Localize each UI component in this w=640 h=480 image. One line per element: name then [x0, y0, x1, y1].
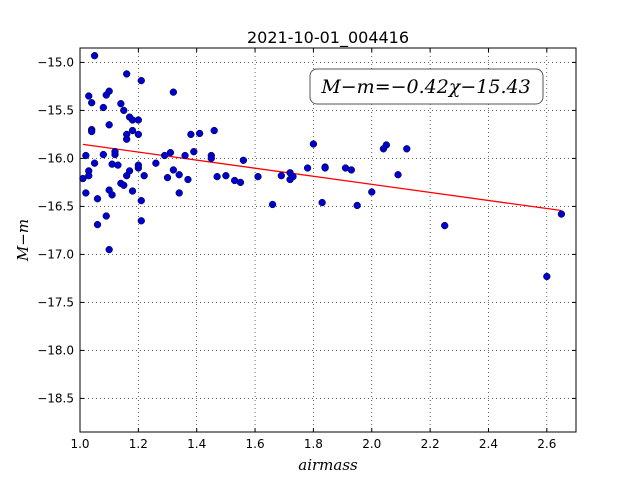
data-point: [210, 126, 218, 135]
y-tick-label: −17.5: [37, 295, 74, 309]
x-tick-label: 1.2: [129, 437, 148, 451]
data-point: [318, 198, 326, 207]
data-point: [190, 148, 198, 156]
data-point: [166, 148, 175, 157]
x-axis: 1.0 1.2 1.4 1.6 1.8 2.0 2.2 2.4 2.6: [70, 48, 556, 451]
data-point: [120, 106, 128, 115]
annotation-text: M−m=−0.42χ−15.43: [320, 76, 530, 98]
data-point: [543, 272, 551, 281]
data-point: [321, 164, 329, 172]
y-axis-label: M−m: [14, 219, 32, 262]
data-point: [137, 76, 145, 85]
y-axis: −15.0 −15.5 −16.0 −16.5 −17.0 −17.5 −18.0 −18.5: [37, 55, 576, 405]
data-point: [111, 148, 119, 156]
x-tick-label: 2.0: [362, 437, 381, 451]
data-point: [125, 167, 134, 175]
data-point: [368, 188, 376, 196]
x-axis-label: airmass: [298, 456, 358, 474]
data-point: [88, 99, 96, 107]
data-point: [114, 161, 122, 169]
data-point: [137, 217, 145, 225]
data-point: [85, 172, 93, 180]
x-tick-label: 1.8: [304, 437, 323, 451]
data-point: [137, 196, 145, 205]
data-point: [303, 164, 312, 172]
data-point: [175, 171, 183, 179]
data-point: [309, 140, 318, 148]
data-point: [108, 191, 116, 199]
data-point: [184, 175, 192, 184]
data-point: [140, 172, 148, 180]
data-point: [169, 166, 178, 174]
data-point: [105, 245, 113, 254]
y-tick-label: −15.0: [37, 55, 74, 69]
data-point: [289, 172, 297, 181]
data-point: [90, 52, 99, 60]
points-layer: [79, 52, 566, 281]
data-point: [213, 172, 221, 181]
data-point: [82, 189, 90, 197]
data-point: [82, 151, 90, 160]
data-point: [175, 189, 183, 197]
data-point: [353, 201, 361, 210]
data-point: [403, 145, 411, 153]
data-point: [123, 70, 131, 78]
data-point: [134, 130, 143, 139]
data-point: [222, 172, 230, 180]
data-point: [441, 221, 449, 230]
data-point: [207, 154, 215, 163]
data-point: [163, 173, 172, 182]
data-point: [102, 212, 110, 220]
x-tick-label: 2.6: [537, 437, 556, 451]
x-tick-label: 1.6: [246, 437, 265, 451]
data-point: [268, 200, 277, 209]
data-point: [128, 187, 137, 195]
x-tick-label: 1.0: [70, 437, 89, 451]
data-point: [90, 159, 99, 167]
data-point: [347, 166, 355, 174]
data-point: [187, 130, 195, 139]
data-point: [120, 181, 128, 189]
data-point: [105, 87, 113, 95]
y-tick-label: −16.0: [37, 151, 74, 165]
data-point: [85, 92, 93, 100]
y-tick-label: −17.0: [37, 247, 74, 261]
data-point: [160, 151, 169, 160]
y-tick-label: −15.5: [37, 103, 74, 117]
data-point: [236, 178, 245, 187]
x-tick-label: 2.4: [479, 437, 498, 451]
data-point: [134, 116, 143, 124]
data-point: [123, 135, 131, 143]
grid: [79, 48, 576, 432]
data-point: [128, 126, 137, 135]
chart-title: 2021-10-01_004416: [247, 28, 409, 48]
data-point: [105, 121, 113, 129]
data-point: [239, 156, 248, 164]
data-point: [169, 88, 178, 96]
fit-annotation: M−m=−0.42χ−15.43: [309, 68, 544, 105]
x-tick-label: 1.4: [187, 437, 206, 451]
data-point: [181, 151, 189, 160]
y-tick-label: −18.5: [37, 391, 74, 405]
data-point: [88, 127, 96, 136]
x-tick-label: 2.2: [421, 437, 440, 451]
data-point: [93, 220, 102, 229]
data-point: [254, 172, 262, 181]
data-point: [117, 100, 125, 108]
data-point: [382, 141, 391, 149]
data-point: [557, 210, 566, 218]
data-point: [134, 161, 143, 169]
y-tick-label: −16.5: [37, 199, 74, 213]
data-point: [277, 172, 285, 180]
data-point: [195, 129, 204, 138]
data-point: [93, 195, 102, 203]
data-point: [394, 171, 402, 179]
plot-frame: [79, 47, 577, 433]
annotation-box: [309, 68, 544, 105]
data-point: [99, 150, 107, 159]
data-point: [152, 159, 160, 167]
data-point: [99, 103, 107, 112]
y-tick-label: −18.0: [37, 343, 74, 357]
